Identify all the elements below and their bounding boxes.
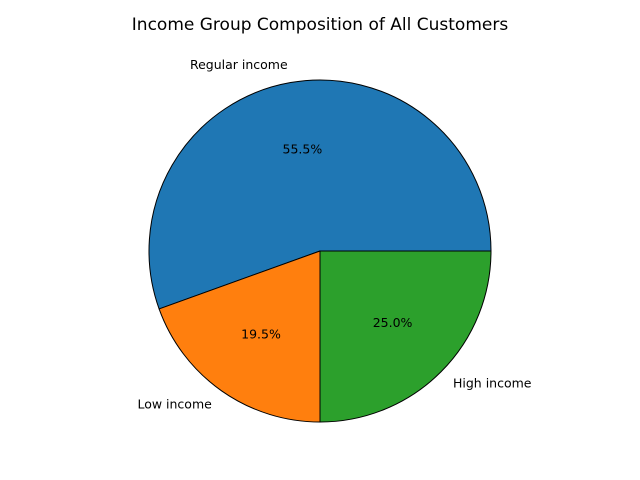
pie-slice-low-income (158, 250, 321, 423)
pie-slice-high-income (319, 250, 492, 423)
slice-percent-high-income: 25.0% (373, 315, 413, 330)
slice-percent-regular-income: 55.5% (283, 141, 323, 156)
slice-label-low-income: Low income (137, 396, 212, 411)
chart-title: Income Group Composition of All Customer… (132, 15, 509, 35)
pie-slice-regular-income (148, 79, 492, 310)
slice-label-regular-income: Regular income (190, 57, 288, 72)
pie-labels: Regular income 55.5% Low income 19.5% High i… (137, 57, 531, 411)
pie-slices (148, 79, 492, 423)
slice-percent-low-income: 19.5% (241, 326, 281, 341)
slice-label-high-income: High income (453, 376, 532, 391)
